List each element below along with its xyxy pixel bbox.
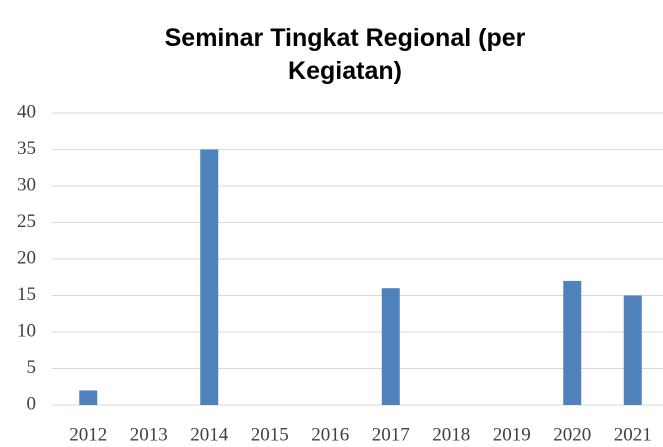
x-tick-label: 2017 [372, 424, 410, 445]
x-tick-label: 2015 [251, 424, 289, 445]
y-tick-label: 25 [17, 211, 36, 232]
y-tick-label: 20 [17, 247, 36, 268]
y-tick-label: 0 [27, 393, 37, 414]
bar [79, 390, 98, 405]
y-tick-label: 35 [17, 138, 36, 159]
chart-title: Seminar Tingkat Regional (per Kegiatan) [164, 24, 526, 85]
x-tick-label: 2014 [190, 424, 229, 445]
x-tick-label: 2013 [130, 424, 168, 445]
x-tick-label: 2016 [311, 424, 349, 445]
y-tick-label: 30 [17, 174, 36, 195]
y-tick-label: 5 [27, 357, 37, 378]
x-tick-label: 2012 [69, 424, 107, 445]
x-tick-label: 2018 [432, 424, 470, 445]
bar [563, 280, 582, 405]
x-tick-label: 2021 [614, 424, 652, 445]
x-tick-label: 2019 [493, 424, 531, 445]
bar [200, 149, 219, 405]
y-tick-label: 15 [17, 284, 36, 305]
bar [623, 295, 642, 405]
y-tick-label: 40 [17, 101, 36, 122]
bar [381, 288, 400, 405]
y-tick-label: 10 [17, 320, 36, 341]
x-tick-label: 2020 [553, 424, 591, 445]
